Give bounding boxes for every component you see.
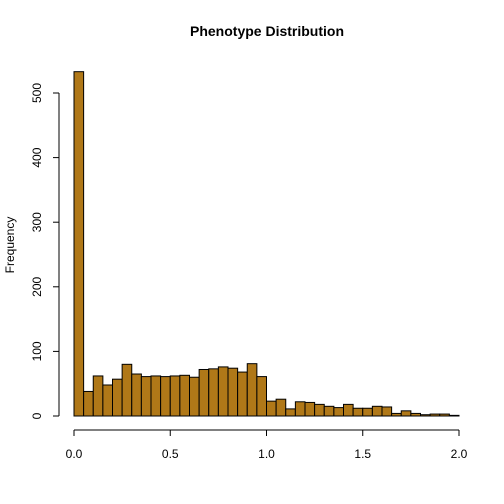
histogram-bar <box>429 413 441 417</box>
x-tick-label: 2.0 <box>451 447 468 461</box>
histogram-bar <box>246 363 258 417</box>
histogram-bar <box>169 375 181 417</box>
histogram-bar <box>266 400 277 417</box>
histogram-bar <box>121 363 133 417</box>
y-axis-label: Frequency <box>3 217 17 274</box>
y-tick-label: 100 <box>30 341 44 361</box>
y-tick-label: 0 <box>30 412 44 419</box>
x-tick-label: 1.5 <box>354 447 371 461</box>
histogram-bar <box>237 371 248 417</box>
histogram-bar <box>410 412 421 417</box>
histogram-bar <box>208 368 219 417</box>
histogram-bar <box>217 366 229 417</box>
histogram-bar <box>150 375 162 417</box>
x-tick-label: 0.0 <box>66 447 83 461</box>
histogram-bar <box>323 405 335 417</box>
histogram-bar <box>343 403 354 417</box>
histogram-bar <box>160 376 171 417</box>
histogram-bar <box>381 406 393 417</box>
histogram-bar <box>256 376 267 417</box>
chart-title: Phenotype Distribution <box>190 23 344 39</box>
histogram-bar <box>227 367 239 417</box>
histogram-bar <box>362 407 373 417</box>
histogram-bar <box>189 376 200 417</box>
histogram-bar <box>83 390 94 417</box>
x-axis: 0.0 0.5 1.0 1.5 2.0 <box>66 429 468 461</box>
y-tick-label: 200 <box>30 276 44 296</box>
x-tick-label: 1.0 <box>258 447 275 461</box>
histogram-bar <box>73 71 85 417</box>
histogram-bar <box>112 378 123 417</box>
histogram-bar <box>102 384 113 417</box>
y-axis: 0 100 200 300 400 500 <box>30 83 60 419</box>
histogram-bar <box>448 414 460 417</box>
histogram-bar <box>420 414 431 417</box>
histogram-bar <box>285 408 296 417</box>
bars-group <box>73 71 460 417</box>
x-tick-label: 0.5 <box>162 447 179 461</box>
histogram-bar <box>294 401 306 417</box>
histogram-bar <box>400 410 412 417</box>
histogram-bar <box>275 398 287 417</box>
histogram-bar <box>92 375 104 417</box>
y-tick-label: 300 <box>30 212 44 232</box>
histogram-bar <box>352 407 364 417</box>
histogram-bar <box>371 405 383 417</box>
histogram-bar <box>439 413 450 417</box>
y-tick-label: 500 <box>30 83 44 103</box>
histogram-bar <box>140 376 152 417</box>
histogram-bar <box>198 368 210 417</box>
histogram-bar <box>391 412 402 417</box>
y-tick-label: 400 <box>30 147 44 167</box>
histogram-bar <box>304 401 316 417</box>
histogram-bar <box>179 374 190 417</box>
histogram-bar <box>333 407 344 417</box>
histogram-bar <box>314 403 325 417</box>
histogram-bar <box>131 373 142 417</box>
